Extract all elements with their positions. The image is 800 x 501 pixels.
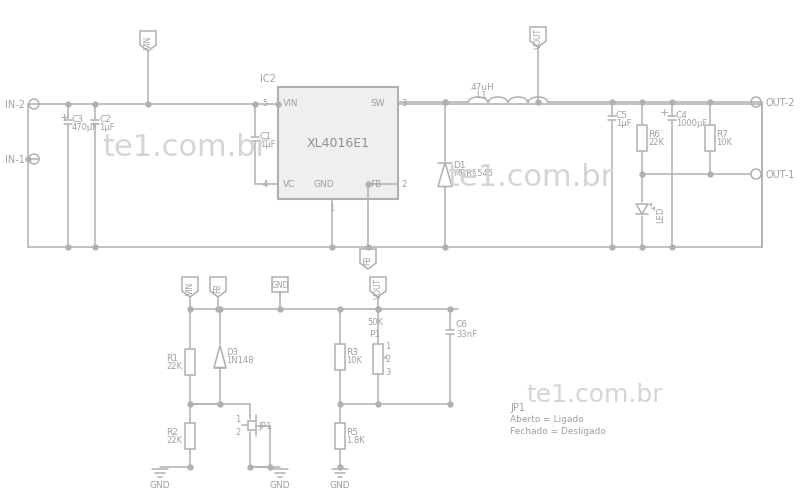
Text: MBR1545: MBR1545 [453, 169, 493, 178]
Text: JP1: JP1 [258, 421, 272, 430]
Text: te1.com.br: te1.com.br [447, 163, 613, 192]
Polygon shape [214, 346, 226, 368]
Text: 2: 2 [235, 428, 240, 437]
Text: GND: GND [313, 180, 334, 189]
Text: FB: FB [370, 180, 382, 189]
Text: te1.com.br: te1.com.br [526, 382, 663, 406]
Text: 10K: 10K [346, 356, 362, 365]
Text: 10K: 10K [716, 138, 732, 147]
Text: 470μF: 470μF [72, 123, 98, 132]
Text: R7: R7 [716, 130, 728, 139]
Text: 1.8K: 1.8K [346, 436, 365, 444]
Text: L1: L1 [476, 91, 486, 100]
Text: VIN: VIN [143, 35, 153, 49]
Text: 22K: 22K [166, 436, 182, 444]
Text: 47uH: 47uH [471, 83, 495, 92]
Text: C3: C3 [72, 115, 84, 124]
Text: VC: VC [283, 180, 295, 189]
Polygon shape [438, 163, 452, 187]
Text: LED: LED [656, 206, 665, 223]
Text: Fechado = Desligado: Fechado = Desligado [510, 427, 606, 436]
Text: 5: 5 [262, 98, 268, 107]
Text: 2: 2 [385, 355, 390, 364]
Bar [272, 278, 288, 293]
Bar [278, 88, 398, 199]
Text: R2: R2 [166, 428, 178, 437]
Text: 1N148: 1N148 [226, 355, 254, 364]
Text: 1: 1 [330, 203, 334, 212]
Text: 3: 3 [401, 98, 406, 107]
Text: 3: 3 [385, 368, 390, 377]
Text: C5: C5 [616, 111, 628, 120]
Text: VIN: VIN [186, 281, 194, 294]
Text: R6: R6 [648, 130, 660, 139]
Bar [637, 126, 647, 152]
Text: C4: C4 [676, 110, 688, 119]
Text: 33nF: 33nF [456, 330, 477, 339]
Text: C2: C2 [99, 115, 111, 124]
Text: VOUT: VOUT [534, 28, 542, 49]
Text: GND: GND [150, 480, 170, 489]
Text: R5: R5 [346, 428, 358, 437]
Text: 22K: 22K [648, 138, 664, 147]
Text: 1: 1 [385, 342, 390, 351]
Text: 4: 4 [262, 180, 268, 189]
Text: VIN: VIN [283, 98, 298, 107]
Text: GND: GND [271, 281, 289, 290]
Text: 2: 2 [401, 180, 406, 189]
Polygon shape [182, 278, 198, 298]
Text: 1μF: 1μF [260, 140, 275, 149]
Text: 50K: 50K [367, 318, 383, 327]
Text: C6: C6 [456, 320, 468, 329]
Text: Aberto = Ligado: Aberto = Ligado [510, 415, 584, 424]
Polygon shape [360, 249, 376, 270]
Bar [185, 349, 195, 375]
Text: GND: GND [330, 480, 350, 489]
Bar [373, 344, 383, 374]
Bar [705, 126, 715, 152]
Bar [335, 344, 345, 370]
Text: D1: D1 [453, 161, 466, 170]
Text: P1: P1 [370, 330, 381, 339]
Text: 1μF: 1μF [616, 119, 631, 128]
Polygon shape [140, 32, 156, 52]
Text: JP1: JP1 [510, 402, 525, 412]
Text: D3: D3 [226, 347, 238, 356]
Text: te1.com.br: te1.com.br [102, 133, 268, 162]
Text: +: + [660, 108, 670, 118]
Text: IN-1: IN-1 [5, 155, 25, 165]
Text: SW: SW [370, 98, 385, 107]
Text: 1000μF: 1000μF [676, 118, 707, 127]
Polygon shape [210, 278, 226, 298]
Text: FB: FB [214, 283, 222, 292]
Text: C1: C1 [260, 132, 272, 141]
Text: VOUT: VOUT [374, 277, 382, 298]
Polygon shape [636, 204, 648, 214]
Text: 22K: 22K [166, 362, 182, 371]
Text: XL4016E1: XL4016E1 [306, 137, 370, 150]
Text: OUT-2: OUT-2 [766, 98, 795, 108]
Polygon shape [530, 28, 546, 48]
Text: FB: FB [363, 255, 373, 264]
Text: GND: GND [270, 480, 290, 489]
Text: IN-2: IN-2 [5, 100, 25, 110]
Text: IC2: IC2 [260, 74, 276, 84]
Bar [335, 423, 345, 449]
Text: R1: R1 [166, 354, 178, 363]
Bar [185, 423, 195, 449]
Polygon shape [370, 278, 386, 298]
Text: +: + [60, 113, 70, 123]
Text: R3: R3 [346, 348, 358, 357]
Text: OUT-1: OUT-1 [766, 170, 795, 180]
Text: 1: 1 [235, 415, 240, 424]
Text: 1μF: 1μF [99, 123, 114, 132]
